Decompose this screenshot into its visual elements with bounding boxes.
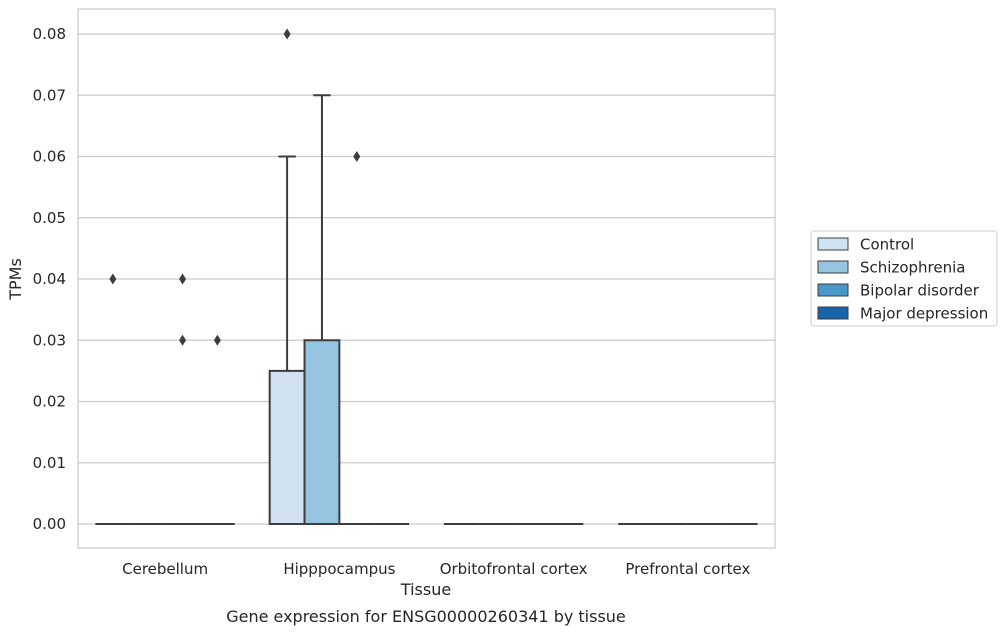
box-bipolar-disorder (165, 273, 200, 525)
box-schizophrenia (303, 94, 341, 525)
x-tick-label: Cerebellum (122, 560, 208, 578)
legend-swatch (817, 283, 849, 297)
box-bipolar-disorder (339, 151, 375, 525)
outlier-point (109, 273, 117, 285)
chart-caption: Gene expression for ENSG00000260341 by t… (226, 607, 626, 626)
x-axis-title: Tissue (400, 580, 451, 599)
boxes (95, 28, 758, 525)
box-major-depression (199, 334, 235, 525)
outlier-point (283, 28, 291, 40)
y-tick-label: 0.02 (33, 393, 66, 411)
legend-label: Bipolar disorder (860, 282, 980, 300)
x-tick-label: Orbitofrontal cortex (440, 560, 588, 578)
legend-label: Major depression (860, 305, 988, 323)
plot-frame (77, 8, 776, 549)
box-body (303, 339, 341, 525)
y-tick-label: 0.01 (33, 454, 66, 472)
x-tick-labels: Cerebellum Hipppocampus Orbitofrontal cort… (122, 560, 750, 578)
outlier-point (179, 273, 187, 285)
box-body (268, 369, 306, 525)
y-tick-label: 0.00 (33, 515, 66, 533)
y-axis-title: TPMs (6, 258, 25, 301)
x-tick-label: Prefrontal cortex (625, 560, 750, 578)
outlier-point (213, 334, 221, 346)
legend-swatch (817, 260, 849, 274)
y-tick-labels: 0.00 0.01 0.02 0.03 0.04 0.05 0.06 0.07 0.08 (33, 25, 66, 533)
legend: Control Schizophrenia Bipolar disorder Majo… (810, 230, 998, 327)
outlier-point (179, 334, 187, 346)
y-tick-label: 0.04 (33, 270, 66, 288)
legend-label: Control (860, 236, 914, 254)
y-tick-label: 0.06 (33, 148, 66, 166)
y-tick-label: 0.03 (33, 331, 66, 349)
outlier-point (353, 151, 361, 162)
legend-label: Schizophrenia (860, 259, 965, 277)
x-tick-label: Hipppocampus (283, 560, 395, 578)
legend-swatch (817, 306, 849, 320)
legend-swatch (817, 237, 849, 251)
y-tick-label: 0.05 (33, 209, 66, 227)
y-tick-label: 0.08 (33, 25, 66, 43)
legend-frame (810, 230, 998, 327)
box-control (95, 273, 131, 525)
y-tick-label: 0.07 (33, 86, 66, 104)
